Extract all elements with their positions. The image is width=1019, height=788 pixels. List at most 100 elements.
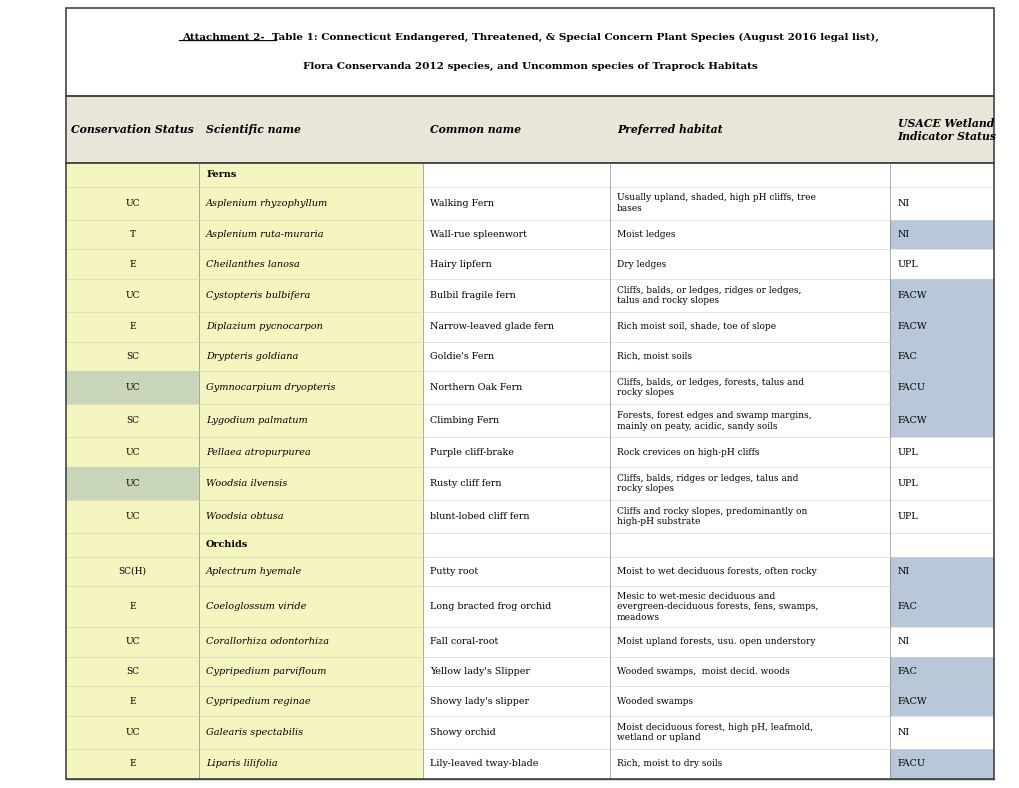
Text: Galearis spectabilis: Galearis spectabilis <box>206 728 303 737</box>
Text: T: T <box>129 230 136 239</box>
Text: FACW: FACW <box>897 697 926 705</box>
Text: UC: UC <box>125 383 140 392</box>
Text: Flora Conservanda 2012 species, and Uncommon species of Traprock Habitats: Flora Conservanda 2012 species, and Unco… <box>303 61 757 71</box>
Bar <box>66 437 199 467</box>
Bar <box>199 220 423 249</box>
Text: Rich moist soil, shade, toe of slope: Rich moist soil, shade, toe of slope <box>616 322 775 331</box>
Bar <box>66 96 994 163</box>
Bar <box>199 187 423 220</box>
Text: Purple cliff-brake: Purple cliff-brake <box>430 448 514 457</box>
Bar <box>890 220 994 249</box>
Text: Cheilanthes lanosa: Cheilanthes lanosa <box>206 259 300 269</box>
Bar <box>199 341 423 371</box>
Text: FAC: FAC <box>897 352 916 361</box>
Text: UC: UC <box>125 728 140 737</box>
Text: Moist deciduous forest, high pH, leafmold,
wetland or upland: Moist deciduous forest, high pH, leafmol… <box>616 723 812 742</box>
Text: Showy lady's slipper: Showy lady's slipper <box>430 697 529 705</box>
Text: FACW: FACW <box>897 416 926 426</box>
Text: Narrow-leaved glade fern: Narrow-leaved glade fern <box>430 322 554 331</box>
Bar <box>199 716 423 749</box>
Bar <box>890 341 994 371</box>
Text: E: E <box>129 259 136 269</box>
Text: UC: UC <box>125 479 140 488</box>
Text: Ferns: Ferns <box>206 170 236 180</box>
Text: FACU: FACU <box>897 760 924 768</box>
Bar <box>890 656 994 686</box>
Text: Bulbil fragile fern: Bulbil fragile fern <box>430 291 516 300</box>
Text: SC: SC <box>126 416 139 426</box>
Text: Moist upland forests, usu. open understory: Moist upland forests, usu. open understo… <box>616 637 815 646</box>
Bar <box>199 656 423 686</box>
Bar <box>66 8 994 96</box>
Text: Wooded swamps: Wooded swamps <box>616 697 693 705</box>
Text: Asplenium ruta-muraria: Asplenium ruta-muraria <box>206 230 324 239</box>
Text: Coeloglossum viride: Coeloglossum viride <box>206 602 306 611</box>
Text: USACE Wetland
Indicator Status: USACE Wetland Indicator Status <box>897 117 996 142</box>
Text: Corallorhiza odontorhiza: Corallorhiza odontorhiza <box>206 637 329 646</box>
Bar <box>199 163 423 187</box>
Bar <box>66 586 199 627</box>
Bar <box>890 586 994 627</box>
Bar <box>199 749 423 779</box>
Bar <box>199 371 423 404</box>
Text: Wall-rue spleenwort: Wall-rue spleenwort <box>430 230 527 239</box>
Text: Moist to wet deciduous forests, often rocky: Moist to wet deciduous forests, often ro… <box>616 567 816 576</box>
Text: Cliffs and rocky slopes, predominantly on
high-pH substrate: Cliffs and rocky slopes, predominantly o… <box>616 507 807 526</box>
Bar <box>199 500 423 533</box>
Text: UC: UC <box>125 291 140 300</box>
Text: Pellaea atropurpurea: Pellaea atropurpurea <box>206 448 311 457</box>
Text: SC: SC <box>126 352 139 361</box>
Bar <box>890 404 994 437</box>
Bar <box>199 533 423 556</box>
Text: Cliffs, balds, ridges or ledges, talus and
rocky slopes: Cliffs, balds, ridges or ledges, talus a… <box>616 474 798 493</box>
Text: E: E <box>129 322 136 331</box>
Text: FACW: FACW <box>897 291 926 300</box>
Bar <box>890 312 994 341</box>
Text: NI: NI <box>897 567 909 576</box>
Text: Yellow lady's Slipper: Yellow lady's Slipper <box>430 667 530 676</box>
Bar <box>66 404 199 437</box>
Text: SC(H): SC(H) <box>118 567 147 576</box>
Text: Goldie's Fern: Goldie's Fern <box>430 352 494 361</box>
Bar <box>66 312 199 341</box>
Text: E: E <box>129 760 136 768</box>
Text: Diplazium pycnocarpon: Diplazium pycnocarpon <box>206 322 323 331</box>
Text: Preferred habitat: Preferred habitat <box>616 125 722 135</box>
Text: FAC: FAC <box>897 602 916 611</box>
Text: NI: NI <box>897 230 909 239</box>
Text: Cypripedium parvifloum: Cypripedium parvifloum <box>206 667 326 676</box>
Text: Long bracted frog orchid: Long bracted frog orchid <box>430 602 551 611</box>
Bar <box>66 500 199 533</box>
Text: Fall coral-root: Fall coral-root <box>430 637 498 646</box>
Bar <box>890 749 994 779</box>
Text: UC: UC <box>125 637 140 646</box>
Text: Common name: Common name <box>430 125 521 135</box>
Bar <box>66 279 199 312</box>
Text: Aplectrum hyemale: Aplectrum hyemale <box>206 567 302 576</box>
Text: Orchids: Orchids <box>206 541 249 549</box>
Text: UC: UC <box>125 199 140 207</box>
Text: E: E <box>129 602 136 611</box>
Bar <box>66 627 199 656</box>
Text: Woodsia ilvensis: Woodsia ilvensis <box>206 479 287 488</box>
Text: Dry ledges: Dry ledges <box>616 259 665 269</box>
Bar <box>199 467 423 500</box>
Text: Walking Fern: Walking Fern <box>430 199 494 207</box>
Bar <box>199 627 423 656</box>
Bar <box>66 556 199 586</box>
Text: UC: UC <box>125 448 140 457</box>
Bar <box>199 686 423 716</box>
Text: Conservation Status: Conservation Status <box>71 125 194 135</box>
Text: UPL: UPL <box>897 448 917 457</box>
Bar <box>66 163 994 779</box>
Text: Woodsia obtusa: Woodsia obtusa <box>206 512 283 521</box>
Text: Cypripedium reginae: Cypripedium reginae <box>206 697 311 705</box>
Bar <box>66 187 199 220</box>
Bar <box>66 749 199 779</box>
Bar <box>66 686 199 716</box>
Text: Northern Oak Fern: Northern Oak Fern <box>430 383 522 392</box>
Text: Attachment 2-  Table 1: Connecticut Endangered, Threatened, & Special Concern Pl: Attachment 2- Table 1: Connecticut Endan… <box>181 33 878 43</box>
Bar <box>66 467 199 500</box>
Bar <box>66 220 199 249</box>
Text: Moist ledges: Moist ledges <box>616 230 675 239</box>
